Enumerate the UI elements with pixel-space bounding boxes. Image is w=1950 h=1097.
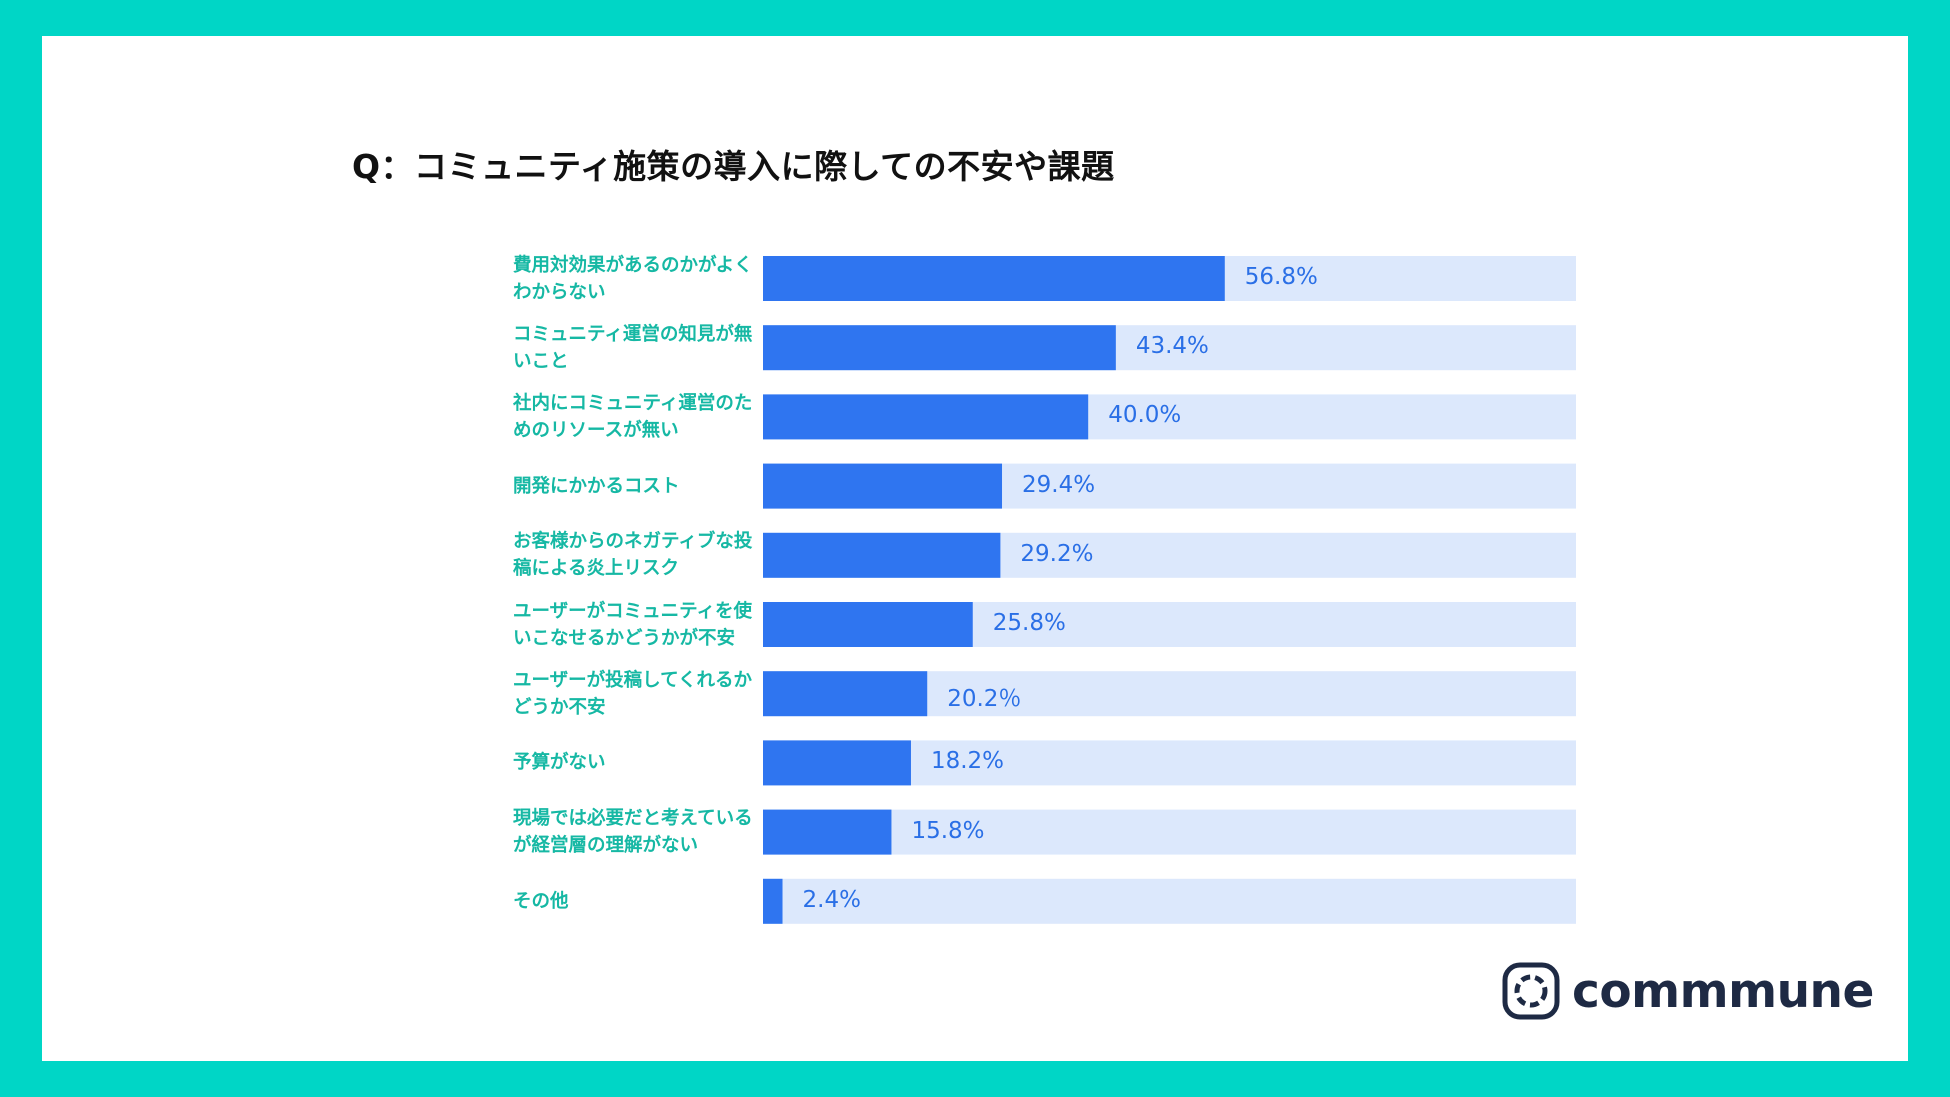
logo-text: commmune [1572, 963, 1874, 1019]
bar-value-label: 15.8% [911, 817, 985, 844]
category-label: ユーザーがコミュニティを使いこなせるかどうかが不安 [513, 600, 753, 649]
bar-track [763, 878, 1576, 924]
category-label: 開発にかかるコスト [513, 475, 680, 497]
bar [763, 463, 1003, 509]
category-label: 社内にコミュニティ運営のためのリソースが無い [513, 392, 753, 441]
category-label: その他 [513, 890, 569, 912]
bar [763, 809, 892, 855]
category-label: お客様からのネガティブな投稿による炎上リスク [513, 531, 753, 580]
bar [763, 325, 1116, 371]
category-label: 現場では必要だと考えているが経営層の理解がない [513, 808, 753, 857]
bar [763, 532, 1001, 578]
bar-value-label: 29.4% [1022, 471, 1096, 498]
bar-value-label: 43.4% [1135, 333, 1209, 360]
commmune-logo: commmune [1502, 962, 1874, 1020]
bar-value-label: 25.8% [992, 610, 1066, 636]
bar [763, 671, 928, 717]
bar [763, 602, 973, 647]
bar [763, 256, 1225, 301]
chart-title: Q：コミュニティ施策の導入に際しての不安や課題 [352, 147, 1115, 186]
bar [763, 394, 1089, 440]
category-label: 費用対効果があるのかがよくわからない [513, 254, 753, 303]
bar-value-label: 29.2% [1020, 540, 1094, 567]
bar [763, 740, 911, 786]
bar-value-label: 2.4% [802, 886, 861, 913]
bar-value-label: 56.8% [1244, 264, 1318, 290]
bar-value-label: 40.0% [1108, 402, 1182, 429]
category-label: ユーザーが投稿してくれるかどうか不安 [513, 669, 753, 718]
bar [763, 878, 783, 924]
bar-track [763, 809, 1576, 855]
category-label: 予算がない [513, 752, 606, 774]
bar-value-label: 18.2% [930, 748, 1005, 775]
bar-value-label: 20.2％ [947, 686, 1022, 713]
commmune-logo-icon [1502, 962, 1560, 1020]
category-label: コミュニティ運営の知見が無いこと [513, 323, 753, 372]
